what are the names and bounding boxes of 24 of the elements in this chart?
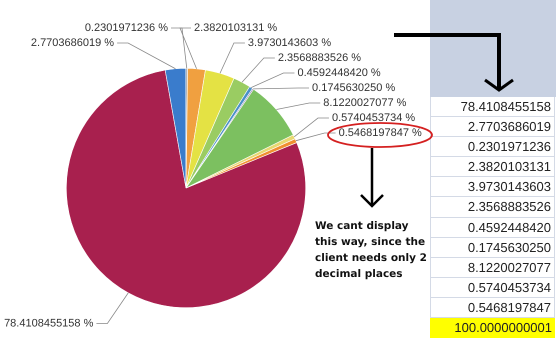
data-label: 78.4108455158 % [4,318,94,330]
text: 78.4108455158 [430,97,555,118]
data-label: 3.9730143603 % [248,37,332,50]
data-label: 8.1220027077 % [323,97,407,110]
text: 0.4592448420 [430,218,555,238]
data-label: 0.4592448420 % [297,67,381,80]
data-label: 0.5740453734 % [332,112,416,124]
text: 8.1220027077 [430,258,555,278]
text: 3.9730143603 [430,177,555,198]
data-label: 0.1745630250 % [312,82,396,94]
text: We cant display this way, since the client needs only 2 decimal places [315,219,428,282]
text: 2.3820103131 [430,157,555,178]
text: 2.7703686019 [430,117,555,138]
text: 0.2301971236 [430,137,555,158]
data-label: 0.5468197847 % [338,127,422,140]
data-label: 2.7703686019 % [30,37,114,50]
text: 0.1745630250 [430,238,555,258]
data-label: 0.2301971236 % [84,22,168,34]
text: 0.5468197847 [430,298,555,318]
data-label: 2.3820103131 % [194,22,278,34]
text: 2.3568883526 [430,197,555,218]
data-label: 2.3568883526 % [278,52,362,64]
text: 100.0000000001 [430,318,555,338]
text: 0.5740453734 [430,278,555,298]
